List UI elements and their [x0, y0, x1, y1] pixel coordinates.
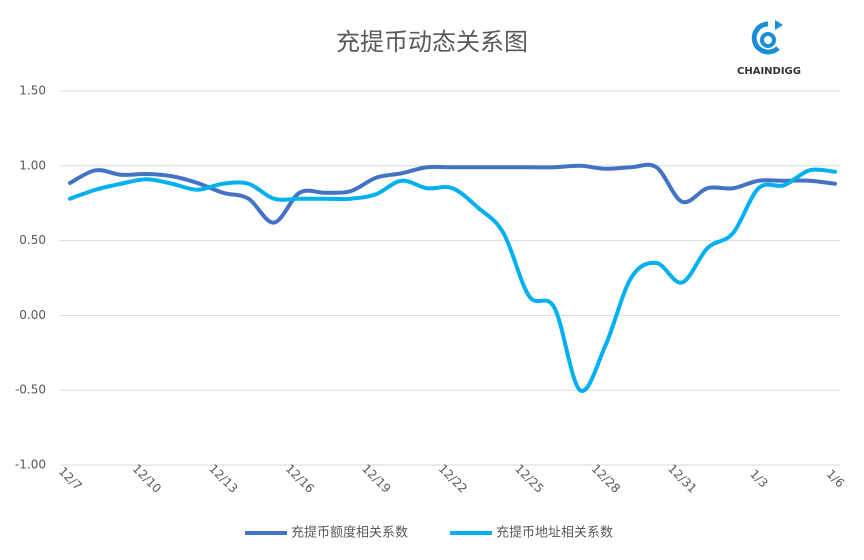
x-tick-label: 12/25: [512, 461, 546, 495]
logo-text: CHAINDIGG: [737, 66, 801, 77]
logo-icon: [760, 32, 776, 48]
x-tick-label: 12/16: [283, 461, 317, 495]
x-tick-label: 12/28: [589, 461, 623, 495]
legend-label: 充提币地址相关系数: [496, 525, 613, 541]
x-tick-label: 1/6: [824, 467, 848, 491]
legend-label: 充提币额度相关系数: [291, 525, 408, 541]
logo-icon: [751, 21, 780, 55]
x-tick-label: 12/22: [436, 461, 470, 495]
logo-icon: [775, 20, 783, 30]
series-line: [68, 162, 837, 225]
x-tick-label: 1/3: [747, 467, 771, 491]
x-tick-label: 12/13: [206, 461, 240, 495]
y-tick-label: 1.00: [19, 158, 46, 172]
logo: CHAINDIGG: [737, 20, 801, 77]
y-tick-label: -1.00: [15, 458, 46, 472]
x-tick-label: 12/31: [665, 461, 699, 495]
x-tick-label: 12/10: [130, 461, 164, 495]
y-tick-label: -0.50: [15, 383, 46, 397]
x-tick-label: 12/7: [56, 464, 85, 493]
series-line: [68, 167, 837, 393]
chart-title: 充提币动态关系图: [336, 28, 528, 56]
y-tick-label: 1.50: [19, 84, 46, 98]
y-tick-label: 0.50: [19, 233, 46, 247]
y-tick-label: 0.00: [19, 308, 46, 322]
x-tick-label: 12/19: [359, 461, 393, 495]
